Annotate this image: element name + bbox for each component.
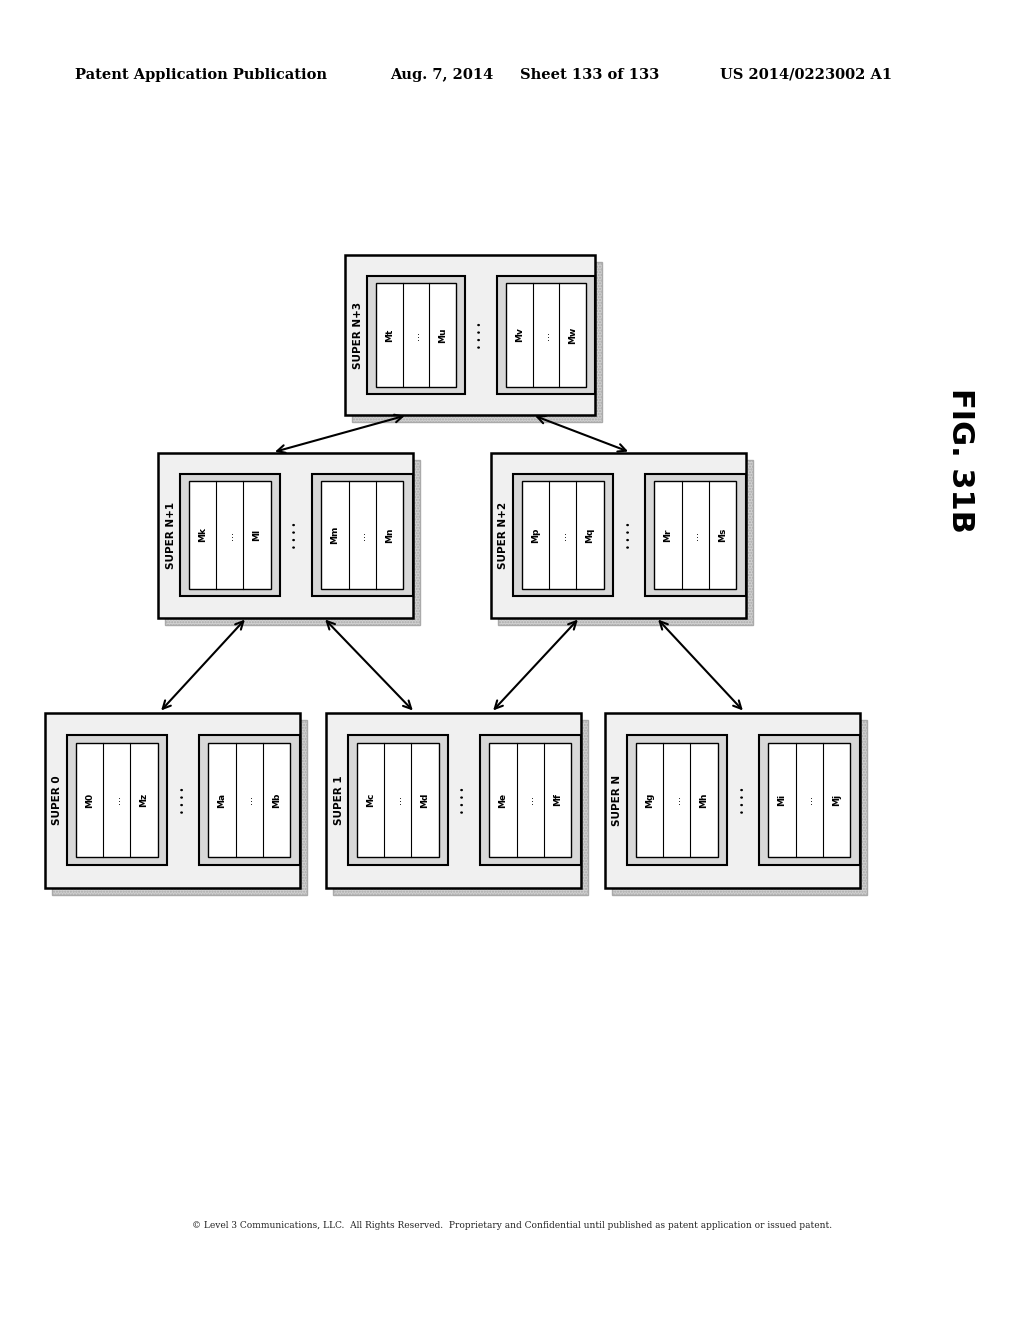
Text: ...: ... xyxy=(672,796,682,804)
Text: Mw: Mw xyxy=(568,326,578,343)
Text: SUPER 0: SUPER 0 xyxy=(52,775,62,825)
Text: Mn: Mn xyxy=(385,527,394,543)
Text: ...: ... xyxy=(558,531,567,540)
Bar xyxy=(768,743,851,857)
Bar xyxy=(367,276,465,395)
Bar xyxy=(627,735,727,865)
Bar xyxy=(636,743,718,857)
Text: ...: ... xyxy=(112,796,122,804)
Text: Md: Md xyxy=(421,792,429,808)
Text: Mk: Mk xyxy=(198,528,207,543)
Text: • • • •: • • • • xyxy=(178,787,187,813)
Bar xyxy=(654,482,736,589)
Text: Ma: Ma xyxy=(217,792,226,808)
Bar xyxy=(480,735,581,865)
Text: SUPER 1: SUPER 1 xyxy=(334,775,343,825)
Text: SUPER N: SUPER N xyxy=(612,775,623,825)
Bar xyxy=(345,255,595,414)
Bar xyxy=(76,743,158,857)
Bar xyxy=(356,743,438,857)
Bar xyxy=(312,474,413,597)
Bar xyxy=(645,474,745,597)
Text: Patent Application Publication: Patent Application Publication xyxy=(75,69,327,82)
Text: ...: ... xyxy=(357,531,368,540)
Text: Mz: Mz xyxy=(139,793,148,807)
Bar xyxy=(158,453,413,618)
Text: Aug. 7, 2014: Aug. 7, 2014 xyxy=(390,69,494,82)
Bar xyxy=(604,713,859,887)
Bar xyxy=(760,735,859,865)
Bar xyxy=(44,713,299,887)
Bar xyxy=(521,482,604,589)
Bar xyxy=(51,719,306,895)
Text: © Level 3 Communications, LLC.  All Rights Reserved.  Proprietary and Confidenti: © Level 3 Communications, LLC. All Right… xyxy=(191,1221,833,1229)
Text: Mf: Mf xyxy=(553,793,562,807)
Text: ...: ... xyxy=(805,796,814,804)
Bar xyxy=(376,282,457,387)
Text: US 2014/0223002 A1: US 2014/0223002 A1 xyxy=(720,69,892,82)
Text: Mi: Mi xyxy=(777,793,786,807)
Text: Mp: Mp xyxy=(530,527,540,543)
Text: Ml: Ml xyxy=(253,529,261,541)
Bar xyxy=(67,735,167,865)
Text: Mc: Mc xyxy=(366,793,375,808)
Text: ...: ... xyxy=(541,330,551,339)
Text: ...: ... xyxy=(224,531,234,540)
Text: Mu: Mu xyxy=(438,327,447,343)
Text: Mj: Mj xyxy=(833,793,842,807)
Text: Mq: Mq xyxy=(586,527,595,543)
Text: ...: ... xyxy=(245,796,254,804)
Text: Mt: Mt xyxy=(385,329,393,342)
Text: • • • •: • • • • xyxy=(738,787,748,813)
Text: M0: M0 xyxy=(85,792,94,808)
Bar xyxy=(498,459,753,624)
Text: Mb: Mb xyxy=(272,792,282,808)
Text: • • • •: • • • • xyxy=(625,521,634,549)
Bar xyxy=(512,474,612,597)
Text: Ms: Ms xyxy=(718,528,727,543)
Bar xyxy=(165,459,420,624)
Text: Mm: Mm xyxy=(331,525,340,544)
Bar xyxy=(179,474,280,597)
Bar xyxy=(208,743,291,857)
Text: Mg: Mg xyxy=(645,792,653,808)
Text: Mh: Mh xyxy=(699,792,709,808)
Bar xyxy=(188,482,270,589)
Bar xyxy=(497,276,595,395)
Text: SUPER N+3: SUPER N+3 xyxy=(353,301,362,368)
Text: • • • •: • • • • xyxy=(460,787,469,813)
Text: SUPER N+2: SUPER N+2 xyxy=(499,502,509,569)
Text: Mv: Mv xyxy=(515,327,523,342)
Bar xyxy=(611,719,866,895)
Bar xyxy=(490,453,745,618)
Bar xyxy=(326,713,581,887)
Bar xyxy=(506,282,586,387)
Bar xyxy=(322,482,403,589)
Text: ...: ... xyxy=(525,796,536,804)
Bar xyxy=(352,261,602,422)
Text: FIG. 31B: FIG. 31B xyxy=(945,388,975,532)
Bar xyxy=(489,743,571,857)
Text: • • • •: • • • • xyxy=(292,521,300,549)
Text: • • • •: • • • • xyxy=(476,321,485,348)
Bar xyxy=(200,735,299,865)
Text: Sheet 133 of 133: Sheet 133 of 133 xyxy=(520,69,659,82)
Bar xyxy=(333,719,588,895)
Text: ...: ... xyxy=(690,531,700,540)
Text: ...: ... xyxy=(392,796,402,804)
Text: Mr: Mr xyxy=(664,528,673,541)
Text: ...: ... xyxy=(411,330,421,339)
Text: SUPER N+1: SUPER N+1 xyxy=(166,502,175,569)
Bar xyxy=(347,735,447,865)
Text: Me: Me xyxy=(499,792,508,808)
